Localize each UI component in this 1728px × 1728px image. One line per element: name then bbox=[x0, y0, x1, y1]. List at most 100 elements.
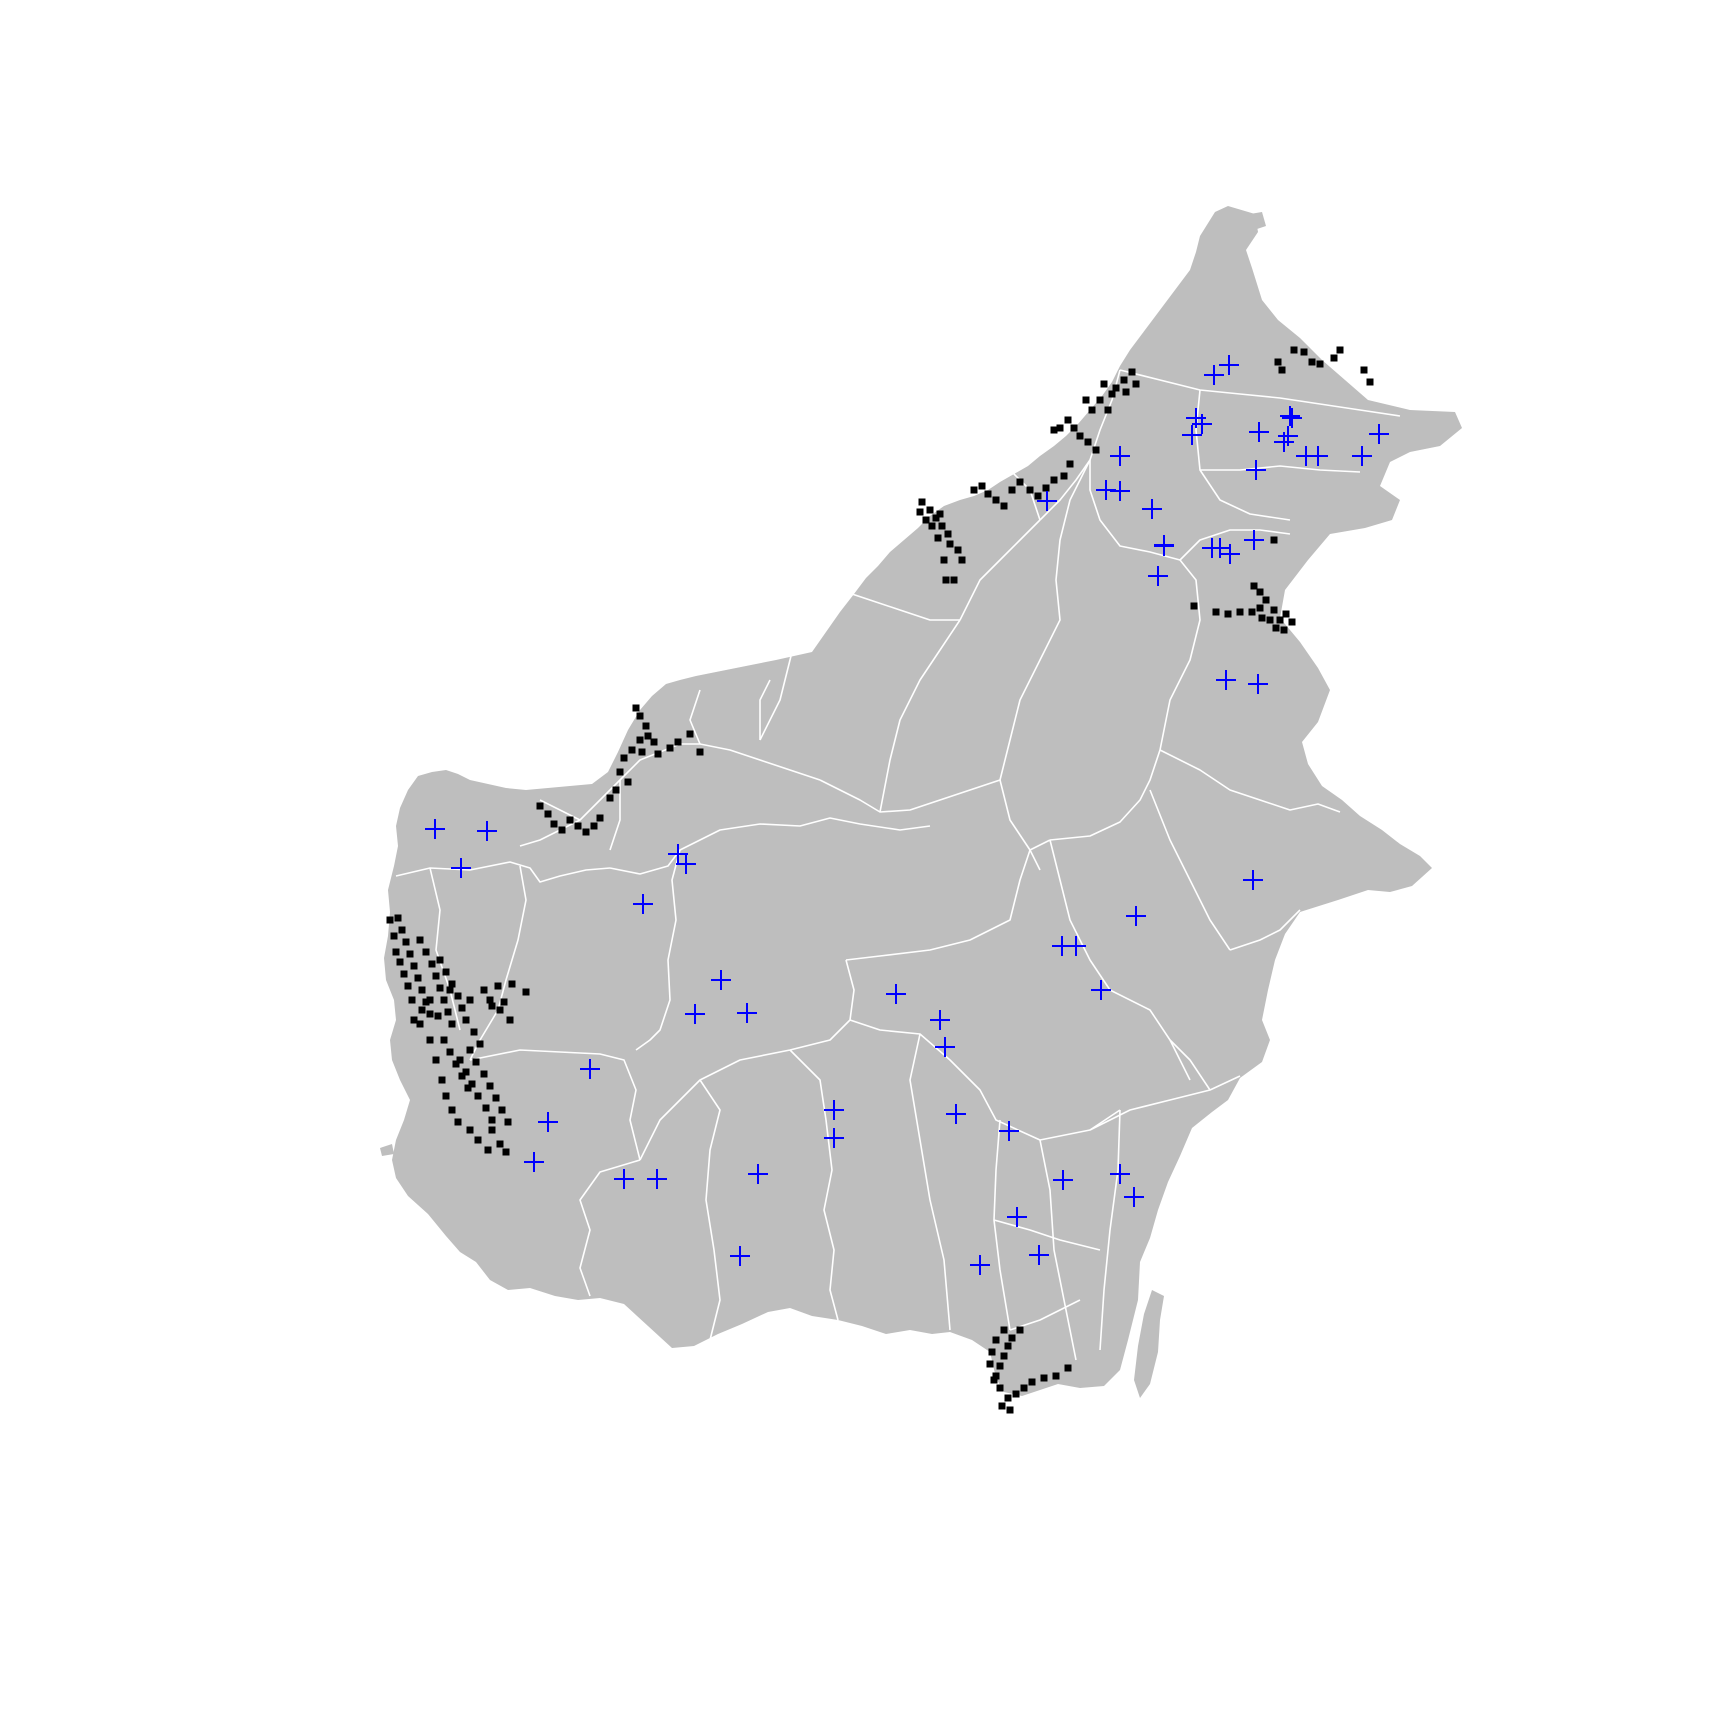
point-marker bbox=[448, 980, 456, 988]
point-marker bbox=[442, 1092, 450, 1100]
boundary-line bbox=[1039, 459, 1091, 521]
point-marker bbox=[1084, 438, 1092, 446]
point-marker bbox=[606, 794, 614, 802]
point-marker bbox=[1132, 380, 1140, 388]
point-marker bbox=[582, 828, 590, 836]
point-marker bbox=[1026, 486, 1034, 494]
point-marker bbox=[458, 1004, 466, 1012]
point-marker bbox=[1008, 1334, 1016, 1342]
point-marker bbox=[392, 948, 400, 956]
point-marker bbox=[404, 982, 412, 990]
point-marker bbox=[1250, 582, 1258, 590]
cross-marker bbox=[1220, 544, 1240, 564]
point-marker bbox=[1236, 608, 1244, 616]
point-marker bbox=[1040, 1374, 1048, 1382]
point-marker bbox=[496, 1006, 504, 1014]
point-marker bbox=[918, 498, 926, 506]
point-marker bbox=[418, 1006, 426, 1014]
cross-marker bbox=[1148, 566, 1168, 586]
point-marker bbox=[1366, 378, 1374, 386]
cross-marker bbox=[711, 970, 731, 990]
point-marker bbox=[494, 982, 502, 990]
point-marker bbox=[432, 972, 440, 980]
point-marker bbox=[438, 1076, 446, 1084]
point-marker bbox=[466, 1046, 474, 1054]
cross-marker bbox=[1369, 424, 1389, 444]
point-marker bbox=[448, 1106, 456, 1114]
cross-marker bbox=[1053, 1170, 1073, 1190]
point-marker bbox=[954, 546, 962, 554]
point-marker bbox=[486, 1082, 494, 1090]
point-marker bbox=[1278, 366, 1286, 374]
point-marker bbox=[1000, 1326, 1008, 1334]
point-marker bbox=[1122, 388, 1130, 396]
point-marker bbox=[476, 1040, 484, 1048]
point-marker bbox=[416, 1020, 424, 1028]
point-marker bbox=[1034, 492, 1042, 500]
point-marker bbox=[402, 938, 410, 946]
point-marker-layer bbox=[386, 346, 1374, 1414]
point-marker bbox=[1308, 358, 1316, 366]
cross-marker bbox=[1007, 1207, 1027, 1227]
boundary-line bbox=[789, 1049, 839, 1321]
cross-marker bbox=[676, 854, 696, 874]
point-marker bbox=[536, 802, 544, 810]
point-marker bbox=[446, 986, 454, 994]
point-marker bbox=[1050, 476, 1058, 484]
point-marker bbox=[616, 768, 624, 776]
point-marker bbox=[638, 748, 646, 756]
point-marker bbox=[398, 926, 406, 934]
boundary-line bbox=[395, 861, 611, 883]
cross-marker bbox=[824, 1128, 844, 1148]
point-marker bbox=[940, 556, 948, 564]
point-marker bbox=[386, 916, 394, 924]
cross-marker bbox=[668, 844, 688, 864]
point-marker bbox=[1290, 346, 1298, 354]
point-marker bbox=[462, 1016, 470, 1024]
boundary-line bbox=[993, 1219, 1101, 1251]
point-marker bbox=[574, 822, 582, 830]
cross-marker bbox=[737, 1003, 757, 1023]
point-marker bbox=[1274, 358, 1282, 366]
cross-marker bbox=[451, 858, 471, 878]
cross-marker bbox=[1204, 365, 1224, 385]
point-marker bbox=[1112, 384, 1120, 392]
point-marker bbox=[950, 576, 958, 584]
point-marker bbox=[474, 1136, 482, 1144]
point-marker bbox=[506, 1016, 514, 1024]
point-marker bbox=[400, 970, 408, 978]
point-marker bbox=[644, 732, 652, 740]
point-marker bbox=[488, 1116, 496, 1124]
point-marker bbox=[470, 1028, 478, 1036]
boundary-line bbox=[1009, 1299, 1081, 1331]
point-marker bbox=[988, 1348, 996, 1356]
point-marker bbox=[934, 534, 942, 542]
point-marker bbox=[636, 712, 644, 720]
point-marker bbox=[558, 826, 566, 834]
point-marker bbox=[1016, 1326, 1024, 1334]
cross-marker bbox=[580, 1059, 600, 1079]
point-marker bbox=[928, 522, 936, 530]
point-marker bbox=[472, 1058, 480, 1066]
boundary-line bbox=[609, 817, 931, 875]
point-marker bbox=[426, 1010, 434, 1018]
island-outline bbox=[384, 206, 1462, 1396]
boundary-line bbox=[759, 579, 821, 741]
point-marker bbox=[926, 506, 934, 514]
boundary-line bbox=[579, 1159, 641, 1297]
point-marker bbox=[1300, 348, 1308, 356]
point-marker bbox=[436, 984, 444, 992]
point-marker bbox=[454, 1118, 462, 1126]
point-marker bbox=[458, 1072, 466, 1080]
point-marker bbox=[628, 746, 636, 754]
point-marker bbox=[544, 810, 552, 818]
point-marker bbox=[390, 932, 398, 940]
point-marker bbox=[696, 748, 704, 756]
point-marker bbox=[414, 974, 422, 982]
boundary-line bbox=[699, 1079, 721, 1341]
point-marker bbox=[1020, 1384, 1028, 1392]
point-marker bbox=[486, 996, 494, 1004]
cross-marker bbox=[1037, 491, 1057, 511]
point-marker bbox=[422, 998, 430, 1006]
